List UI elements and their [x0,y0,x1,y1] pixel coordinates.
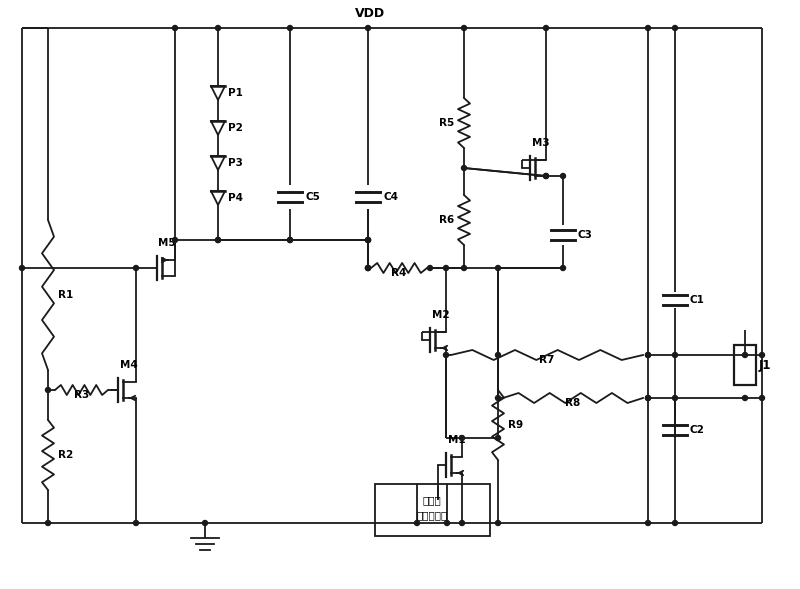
Circle shape [215,237,221,243]
Circle shape [215,237,221,243]
Circle shape [46,388,50,392]
Circle shape [287,237,293,243]
Circle shape [543,174,549,178]
Text: 偏置电压产: 偏置电压产 [416,510,448,520]
Circle shape [742,352,747,358]
Circle shape [759,395,765,401]
Circle shape [462,166,466,170]
Circle shape [443,266,449,270]
Circle shape [366,237,370,243]
Circle shape [445,521,450,525]
Circle shape [673,395,678,401]
Circle shape [427,266,433,270]
Text: P1: P1 [228,88,243,98]
Text: R6: R6 [438,215,454,225]
Circle shape [287,237,293,243]
Circle shape [495,521,501,525]
Circle shape [495,435,501,441]
Circle shape [46,521,50,525]
Circle shape [673,25,678,31]
Circle shape [366,237,370,243]
Circle shape [462,266,466,270]
Circle shape [543,25,549,31]
Circle shape [414,521,419,525]
Circle shape [134,521,138,525]
Text: 生电路: 生电路 [422,495,442,505]
Circle shape [173,25,178,31]
Circle shape [459,435,465,441]
Circle shape [561,174,566,178]
Circle shape [646,395,650,401]
Circle shape [443,352,449,358]
Text: R1: R1 [58,290,74,300]
Circle shape [646,25,650,31]
Circle shape [173,237,178,243]
Text: P4: P4 [228,193,243,203]
Circle shape [742,395,747,401]
Text: M2: M2 [432,310,450,320]
Circle shape [366,266,370,270]
Circle shape [462,25,466,31]
Circle shape [19,266,25,270]
Text: R3: R3 [74,390,89,400]
Circle shape [134,266,138,270]
Text: C3: C3 [578,230,593,240]
Circle shape [366,25,370,31]
Text: M3: M3 [532,138,550,148]
Circle shape [646,521,650,525]
Circle shape [287,25,293,31]
Text: R9: R9 [508,420,523,430]
Text: M1: M1 [448,435,466,445]
Circle shape [459,521,465,525]
Circle shape [495,352,501,358]
Text: C2: C2 [690,425,705,435]
Circle shape [366,266,370,270]
Circle shape [673,352,678,358]
Bar [375,484,490,536]
Circle shape [366,266,370,270]
Text: M4: M4 [120,360,138,370]
Text: R2: R2 [58,450,74,460]
Circle shape [646,395,650,401]
Circle shape [495,266,501,270]
Text: P2: P2 [228,123,243,133]
Circle shape [561,266,566,270]
Circle shape [495,395,501,401]
Circle shape [646,352,650,358]
Text: VDD: VDD [355,7,385,20]
Text: C4: C4 [383,192,398,202]
Text: R5: R5 [438,118,454,128]
Text: J1: J1 [759,359,771,372]
Circle shape [543,174,549,178]
Bar [734,345,756,385]
Circle shape [673,521,678,525]
Text: R4: R4 [391,268,406,278]
Text: C1: C1 [690,295,705,305]
Circle shape [646,352,650,358]
Text: C5: C5 [305,192,320,202]
Text: M5: M5 [158,238,176,248]
Circle shape [215,25,221,31]
Circle shape [366,237,370,243]
Text: P3: P3 [228,158,243,168]
Circle shape [759,352,765,358]
Text: R7: R7 [539,355,554,365]
Circle shape [202,521,207,525]
Text: R8: R8 [566,398,581,408]
